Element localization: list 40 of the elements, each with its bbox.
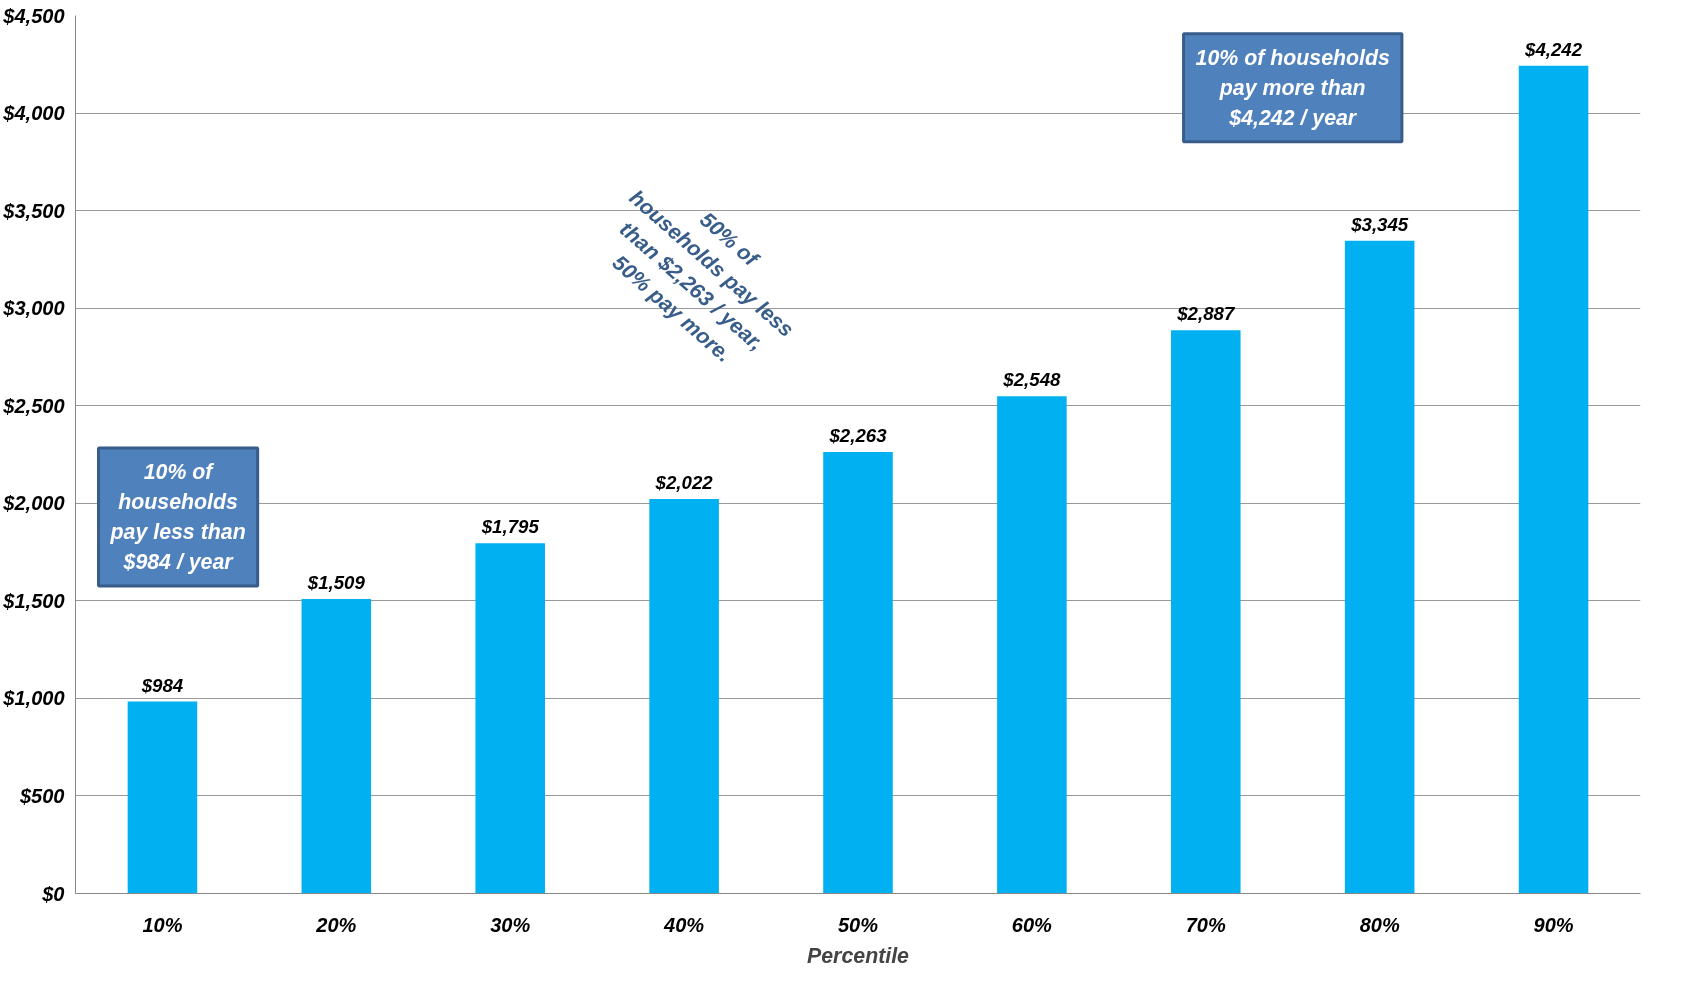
x-tick-label: 60%	[1011, 913, 1053, 936]
y-tick-label: $1,500	[2, 589, 65, 612]
y-tick-label: $2,000	[2, 492, 65, 515]
x-tick-label: 50%	[837, 913, 879, 936]
bar	[823, 451, 893, 894]
x-tick-label: 70%	[1185, 913, 1227, 936]
bar	[997, 396, 1067, 894]
y-tick-label: $4,500	[2, 4, 65, 27]
bar	[127, 701, 198, 894]
bar	[1518, 65, 1589, 894]
bar	[1344, 240, 1415, 894]
bar	[649, 498, 719, 894]
y-tick-label: $3,000	[2, 297, 65, 320]
data-label: $2,887	[1176, 303, 1236, 325]
annotation: 10% of households pay less than $984 / year	[109, 459, 246, 574]
x-tick-label: 80%	[1359, 913, 1400, 936]
x-tick-label: 20%	[315, 913, 357, 936]
data-label: $2,263	[828, 424, 888, 446]
bar	[475, 543, 545, 894]
data-label: $984	[140, 674, 184, 696]
data-label: $4,242	[1524, 38, 1583, 60]
data-label: $2,022	[654, 471, 714, 493]
data-label: $3,345	[1350, 213, 1409, 235]
data-label: $1,509	[306, 572, 366, 594]
bar	[1171, 330, 1241, 894]
x-tick-label: 40%	[663, 913, 705, 936]
data-label: $1,795	[480, 516, 540, 538]
bar	[301, 599, 372, 894]
y-tick-label: $3,500	[2, 199, 65, 222]
annotation: 10% of households pay more than $4,242 / year	[1195, 45, 1391, 130]
y-tick-label: $1,000	[2, 687, 65, 710]
y-tick-label: $500	[19, 784, 65, 807]
x-tick-label: 10%	[142, 913, 183, 936]
x-axis-title: Percentile	[807, 943, 910, 968]
x-tick-label: 90%	[1533, 913, 1574, 936]
x-tick-label: 30%	[490, 913, 531, 936]
y-tick-label: $2,500	[2, 394, 65, 417]
y-tick-label: $4,000	[2, 102, 65, 125]
data-label: $2,548	[1002, 369, 1062, 391]
y-tick-label: $0	[41, 882, 65, 905]
